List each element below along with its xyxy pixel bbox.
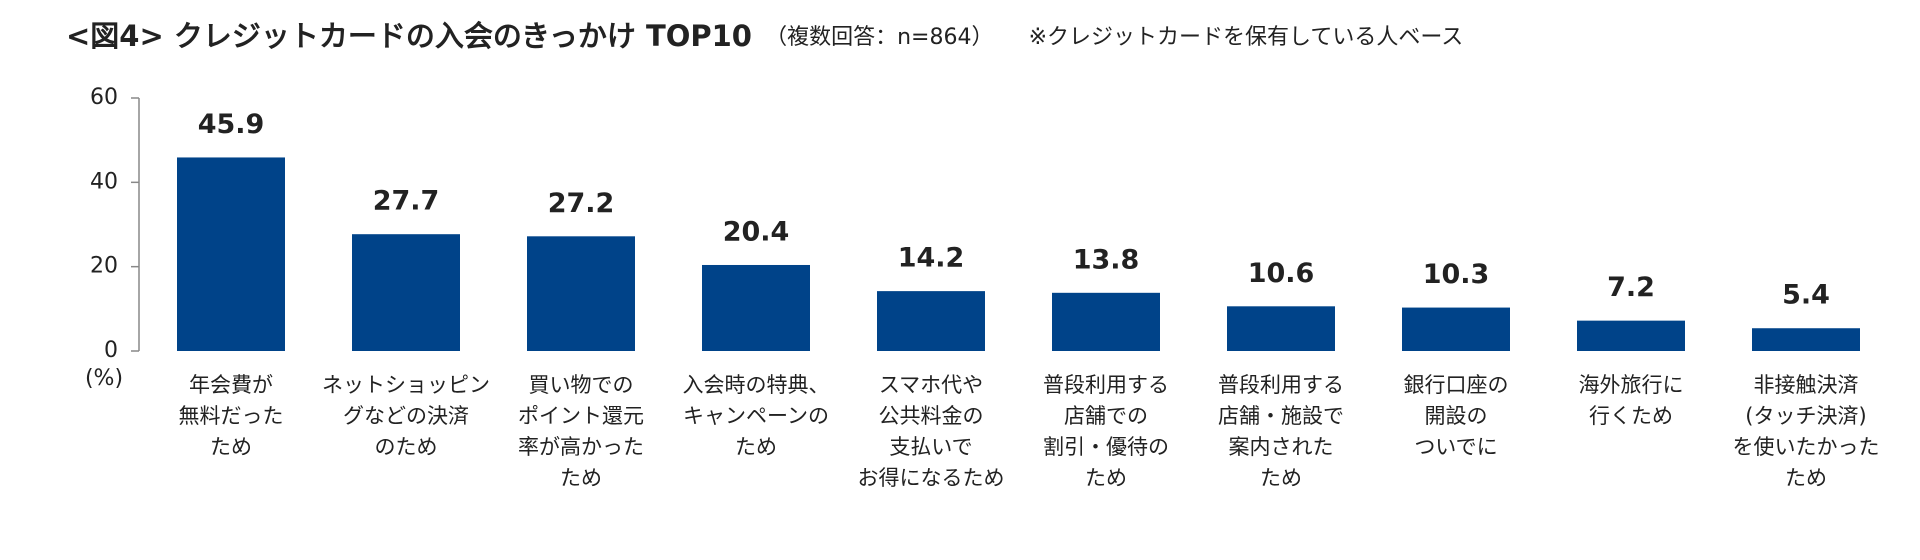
value-label: 10.3 [1423,259,1490,290]
chart-heading: <図4> クレジットカードの入会のきっかけ TOP10 （複数回答：n=864）… [66,19,1463,53]
x-tick-label: 無料だった [179,404,284,428]
x-tick-label: 入会時の特典、 [683,373,830,397]
x-tick-label: ため [1085,466,1127,490]
x-tick-label: 支払いで [889,435,972,459]
x-tick-label: ポイント還元 [518,404,644,428]
bar [1052,292,1160,351]
bar [702,264,810,351]
y-tick-label: 20 [90,254,118,279]
x-tick-label: 海外旅行に [1579,373,1684,397]
bar [877,291,985,351]
value-label: 13.8 [1073,244,1140,275]
value-label: 5.4 [1782,280,1830,311]
x-tick-label: グなどの決済 [343,404,469,428]
chart-note: ※クレジットカードを保有している人ベース [1029,25,1464,50]
x-tick-label: 公共料金の [879,404,984,428]
x-tick-label: ため [1260,466,1302,490]
x-tick-label: キャンペーンの [683,404,829,428]
y-axis-label: (%) [85,366,123,391]
chart-subtitle: （複数回答：n=864） [765,25,993,50]
x-tick-label: 銀行口座の [1404,373,1509,397]
x-tick-label: ため [735,435,777,459]
value-label: 7.2 [1607,272,1655,303]
bar [177,157,285,351]
x-tick-label: 非接触決済 [1754,373,1859,397]
value-label: 27.2 [548,188,615,219]
bar [1577,320,1685,351]
bar [1402,307,1510,351]
y-tick-label: 0 [104,338,118,363]
bar [1752,328,1860,351]
x-tick-label: 割引・優待の [1043,435,1169,459]
x-tick-label: 店舗での [1064,404,1148,428]
chart-title: <図4> クレジットカードの入会のきっかけ TOP10 [66,19,752,53]
x-tick-label: 普段利用する [1218,373,1344,397]
bar [1227,306,1335,351]
x-tick-label: 開設の [1425,404,1488,428]
value-label: 27.7 [373,186,440,217]
bar [352,234,460,351]
x-tick-label: ため [210,435,252,459]
x-tick-label: 店舗・施設で [1218,404,1344,428]
value-label: 45.9 [198,109,265,140]
x-tick-label: ため [560,466,602,490]
x-tick-label: 年会費が [189,373,273,397]
y-tick-label: 60 [90,85,118,110]
x-tick-label: 案内された [1229,435,1334,459]
x-tick-label: お得になるため [858,466,1005,490]
value-label: 14.2 [898,243,965,274]
x-tick-label: を使いたかった [1733,435,1880,459]
x-tick-label: 普段利用する [1043,373,1169,397]
x-tick-label: ため [1785,466,1827,490]
x-tick-label: ついでに [1414,435,1497,459]
x-tick-label: (タッチ決済) [1745,404,1866,428]
bar [527,236,635,351]
x-tick-label: ネットショッピン [322,373,490,397]
value-label: 20.4 [723,216,790,247]
x-tick-label: 買い物での [529,373,634,397]
x-tick-label: のため [375,435,438,459]
x-tick-label: 率が高かった [518,435,644,459]
value-label: 10.6 [1248,258,1315,289]
x-tick-label: スマホ代や [879,373,983,397]
y-tick-label: 40 [90,169,118,194]
x-tick-label: 行くため [1589,404,1673,428]
